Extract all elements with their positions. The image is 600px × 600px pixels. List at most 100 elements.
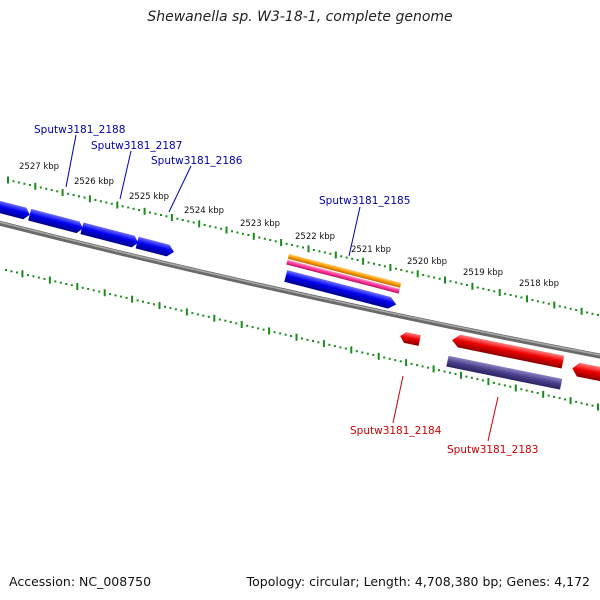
minor-tick	[191, 312, 194, 315]
feature-bar-pink[interactable]	[286, 259, 400, 294]
minor-tick	[340, 255, 343, 258]
minor-tick	[92, 289, 95, 292]
gene-label[interactable]: Sputw3181_2186	[151, 155, 243, 167]
gene-arrow-forward[interactable]	[284, 270, 397, 310]
minor-tick	[504, 292, 507, 295]
minor-tick	[356, 259, 359, 261]
minor-tick	[165, 215, 168, 218]
minor-tick	[81, 286, 84, 289]
minor-tick	[32, 275, 35, 278]
major-tick	[252, 232, 255, 240]
gene-label[interactable]: Sputw3181_2183	[447, 444, 538, 456]
gene-label[interactable]: Sputw3181_2184	[350, 425, 442, 437]
major-tick	[471, 282, 474, 290]
minor-tick	[67, 192, 70, 195]
minor-tick	[263, 237, 266, 240]
minor-tick	[160, 214, 162, 216]
major-tick	[158, 302, 161, 309]
major-tick	[116, 201, 119, 209]
minor-tick	[427, 275, 430, 278]
minor-tick	[400, 269, 403, 271]
ruler-label: 2521 kbp	[351, 245, 391, 255]
gene-label[interactable]: Sputw3181_2187	[91, 140, 182, 152]
gene-arrow-forward[interactable]	[80, 222, 139, 248]
minor-tick	[202, 314, 205, 317]
gene-arrow-reverse[interactable]	[451, 333, 565, 369]
major-tick	[268, 327, 271, 335]
minor-tick	[378, 264, 381, 266]
minor-tick	[383, 265, 386, 268]
major-tick	[21, 270, 24, 278]
minor-tick	[569, 307, 572, 310]
minor-tick	[207, 315, 210, 318]
major-tick	[295, 333, 298, 341]
minor-tick	[257, 327, 260, 330]
genome-backbone-highlight	[0, 221, 600, 356]
minor-tick	[154, 212, 157, 215]
minor-tick	[580, 402, 583, 405]
minor-tick	[427, 366, 430, 369]
feature-bar-orange[interactable]	[287, 253, 402, 288]
major-tick	[88, 195, 91, 203]
gene-arrow-forward[interactable]	[28, 208, 84, 234]
gene-label[interactable]: Sputw3181_2188	[34, 124, 125, 136]
minor-tick	[296, 245, 299, 248]
minor-tick	[56, 190, 59, 193]
minor-tick	[125, 296, 128, 299]
ruler-label: 2522 kbp	[295, 232, 335, 242]
minor-tick	[509, 294, 512, 296]
accession-text: Accession: NC_008750	[9, 574, 152, 589]
major-tick	[7, 176, 9, 184]
minor-tick	[279, 332, 282, 335]
gene-arrow-reverse[interactable]	[571, 362, 600, 383]
minor-tick	[405, 270, 408, 273]
minor-tick	[224, 319, 227, 322]
major-tick	[362, 257, 365, 265]
minor-tick	[39, 186, 42, 189]
minor-tick	[449, 371, 451, 374]
minor-tick	[290, 335, 292, 337]
ruler-label: 2524 kbp	[184, 206, 224, 216]
minor-tick	[591, 404, 594, 407]
minor-tick	[547, 394, 550, 397]
minor-tick	[520, 388, 523, 391]
minor-tick	[503, 384, 506, 387]
minor-tick	[525, 389, 528, 392]
minor-tick	[301, 337, 303, 340]
minor-tick	[476, 378, 479, 381]
gene-arrow-forward[interactable]	[0, 194, 31, 220]
minor-tick	[345, 256, 348, 259]
major-tick	[514, 384, 517, 392]
minor-tick	[174, 308, 177, 311]
minor-tick	[520, 296, 523, 299]
reverse-genes	[399, 331, 600, 390]
minor-tick	[72, 194, 75, 196]
ruler-label: 2520 kbp	[407, 257, 447, 267]
minor-tick	[176, 217, 179, 220]
minor-tick	[394, 359, 397, 362]
minor-tick	[99, 200, 102, 203]
minor-tick	[438, 277, 441, 280]
minor-tick	[187, 220, 190, 223]
minor-tick	[153, 303, 155, 306]
minor-tick	[218, 318, 221, 321]
minor-tick	[83, 196, 86, 199]
minor-tick	[498, 383, 501, 386]
minor-tick	[214, 226, 217, 229]
minor-tick	[438, 369, 440, 372]
minor-tick	[531, 299, 534, 301]
gene-arrow-reverse[interactable]	[399, 331, 421, 346]
minor-tick	[312, 249, 315, 251]
minor-tick	[372, 354, 375, 356]
minor-tick	[454, 373, 457, 375]
minor-tick	[192, 221, 195, 224]
minor-tick	[465, 375, 468, 378]
minor-tick	[43, 277, 46, 280]
gene-label[interactable]: Sputw3181_2185	[319, 195, 410, 207]
minor-tick	[78, 195, 80, 198]
minor-tick	[542, 301, 545, 304]
gene-arrow-forward[interactable]	[135, 236, 176, 258]
minor-tick	[136, 299, 139, 302]
minor-tick	[547, 302, 550, 305]
feature-bar-purple[interactable]	[446, 355, 563, 390]
